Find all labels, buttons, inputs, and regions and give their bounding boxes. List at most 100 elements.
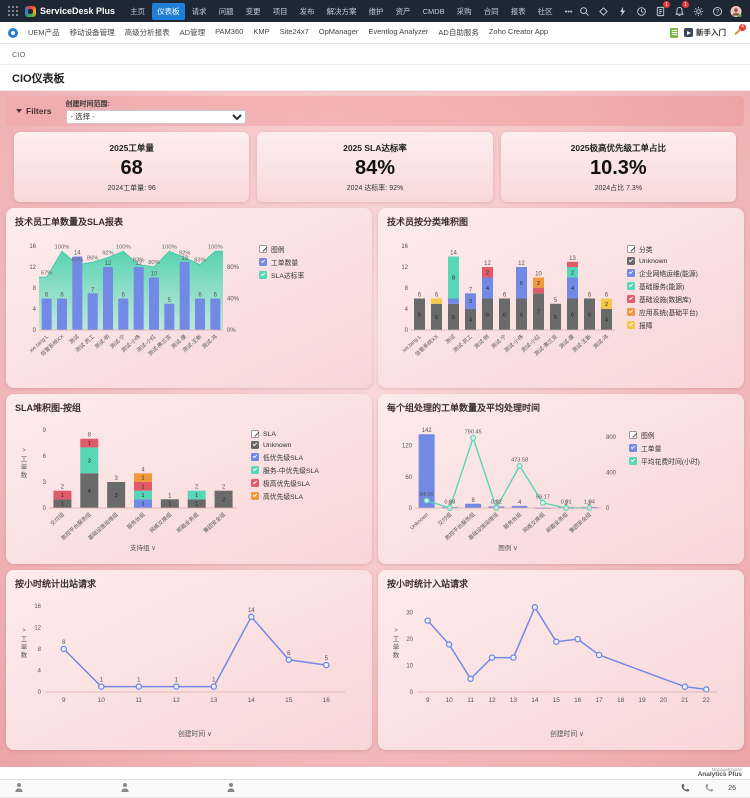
legend-item[interactable]: 基础服务(能源)	[627, 281, 698, 291]
menu-item[interactable]: 维护	[368, 6, 384, 16]
legend-swatch-icon	[627, 295, 635, 303]
user-avatar[interactable]	[730, 5, 742, 17]
menu-item[interactable]: 问题	[218, 6, 234, 16]
legend-item[interactable]: 低优先级SLA	[251, 452, 319, 462]
kpi-value: 68	[120, 156, 143, 179]
svg-text:3: 3	[114, 476, 118, 482]
menu-item[interactable]: 项目	[272, 6, 288, 16]
legend-title[interactable]: 图例	[629, 430, 700, 440]
zia-icon[interactable]	[597, 5, 609, 17]
pencil-icon[interactable]: 4	[732, 23, 746, 38]
menu-item[interactable]: 报表	[510, 6, 526, 16]
getting-started-label: 新手入门	[696, 28, 726, 37]
dock-app-icon[interactable]	[226, 780, 236, 798]
svg-text:13: 13	[569, 256, 576, 262]
legend-item[interactable]: 应用系统(基础平台)	[627, 307, 698, 317]
dock-app-icon[interactable]	[14, 780, 24, 798]
svg-text:交付组: 交付组	[436, 510, 454, 527]
chart-sla-group[interactable]: 1124318331111411112220369交付组数控平台服务组基础设施运…	[15, 416, 251, 554]
dock-shortcuts	[14, 780, 236, 798]
toolbar-tab[interactable]: AD自助服务	[438, 28, 479, 37]
toolbar-tab[interactable]: OpManager	[318, 27, 359, 36]
toolbar-tab[interactable]: Eventlog Analyzer	[368, 27, 429, 36]
search-icon[interactable]	[578, 5, 590, 17]
settings-icon[interactable]	[692, 5, 704, 17]
date-range-select[interactable]: - 选择 -	[65, 109, 246, 124]
toolbar-tab[interactable]: KMP	[253, 27, 270, 36]
svg-text:8: 8	[471, 498, 475, 504]
menu-item[interactable]: 合同	[483, 6, 499, 16]
legend-item[interactable]: 极高优先级SLA	[251, 478, 319, 488]
legend-item[interactable]: 基础设施(数据库)	[627, 294, 698, 304]
svg-text:支持组 ∨: 支持组 ∨	[130, 543, 156, 552]
chart-tech-category[interactable]: 6 6 5 6 5 8 14 4 3 7 6 4 2 12 6 6 6 6 12 7 2 10 5 5 6 4 2 13 6 6 4 2 6 0 4…	[387, 230, 627, 378]
legend-item[interactable]: 平均花费时间(小时)	[629, 456, 700, 466]
legend-item[interactable]: 工单量	[629, 443, 700, 453]
menu-item[interactable]: 社区	[537, 6, 553, 16]
toolbar-tab[interactable]: PAM360	[215, 27, 244, 36]
svg-text:16: 16	[574, 697, 582, 704]
apps-grid-icon[interactable]	[8, 6, 18, 16]
legend-edit-icon	[629, 431, 637, 439]
date-range-label: 创建时间范围:	[65, 100, 110, 108]
panel-group-time: 每个组处理的工单数量及平均处理时间 142283412284.000.08790…	[378, 394, 744, 564]
menu-item[interactable]: 请求	[191, 6, 207, 16]
lightning-icon[interactable]	[616, 5, 628, 17]
notifications-icon[interactable]: 1	[673, 1, 689, 17]
toolbar-tab[interactable]: 移动设备管理	[69, 28, 115, 37]
menu-item[interactable]: 解决方案	[326, 6, 357, 16]
legend-item[interactable]: Unknown	[627, 257, 698, 265]
svg-text:集团安全组: 集团安全组	[567, 510, 593, 534]
toolbar-tab[interactable]: AD管理	[179, 28, 206, 37]
legend-title[interactable]: 图例	[259, 244, 304, 254]
toolbar-tab[interactable]: 高级分析报表	[124, 28, 170, 37]
toolbar-tab[interactable]: Site24x7	[279, 27, 309, 36]
legend-title[interactable]: 分类	[627, 244, 698, 254]
legend-item[interactable]: 服务-中优先级SLA	[251, 465, 319, 475]
chart-inbound[interactable]: 0 10 20 30 9 10 11 12 13 14 15 16 17 18 19 20 21 22 > 工单数创建…	[387, 592, 727, 740]
svg-text:9: 9	[43, 428, 47, 434]
legend-item[interactable]: 企业网络运维(能源)	[627, 268, 698, 278]
legend-item[interactable]: SLA达标率	[259, 270, 304, 280]
menu-item[interactable]: 采购	[456, 6, 472, 16]
history-icon[interactable]	[635, 5, 647, 17]
menu-item[interactable]: •••	[564, 6, 573, 16]
svg-text:1: 1	[137, 678, 141, 684]
help-icon[interactable]: ?	[711, 5, 723, 17]
filters-toggle[interactable]: Filters	[16, 106, 52, 116]
legend-swatch-icon	[627, 269, 635, 277]
dock-app-icon[interactable]	[120, 780, 130, 798]
legend-item[interactable]: 高优先级SLA	[251, 491, 319, 501]
menu-item[interactable]: CMDB	[422, 6, 445, 16]
phone-call-icon[interactable]	[680, 783, 690, 795]
menu-item[interactable]: 发布	[299, 6, 315, 16]
svg-text:10: 10	[406, 664, 413, 670]
menu-item[interactable]: 主页	[130, 6, 146, 16]
breadcrumb[interactable]: CIO	[0, 44, 750, 65]
menu-item[interactable]: 仪表板	[152, 2, 185, 20]
toolbar-lead-icon[interactable]	[8, 27, 18, 38]
legend-item[interactable]: Unknown	[251, 441, 319, 449]
toolbar-tab[interactable]: UEM产品	[28, 28, 60, 37]
svg-text:8: 8	[33, 286, 37, 292]
legend-title[interactable]: SLA	[251, 430, 319, 438]
phone-icon[interactable]	[704, 783, 714, 795]
chart-legend: SLA Unknown 低优先级SLA 服务-中优先级SLA 极高优先级SLA 高优先级S…	[251, 430, 319, 501]
svg-text:6: 6	[605, 293, 609, 299]
svg-text:图例 ∨: 图例 ∨	[498, 543, 518, 552]
svg-text:3: 3	[495, 500, 499, 506]
legend-item[interactable]: 报障	[627, 320, 698, 330]
menu-item[interactable]: 资产	[395, 6, 411, 16]
notes-icon[interactable]	[670, 27, 678, 38]
play-icon	[684, 28, 693, 37]
svg-text:2: 2	[448, 501, 452, 507]
toolbar-tab[interactable]: Zoho Creator App	[488, 27, 549, 36]
legend-item[interactable]: 工单数量	[259, 257, 304, 267]
servicedesk-logo-icon	[25, 5, 36, 17]
menu-item[interactable]: 变更	[245, 6, 261, 16]
chart-group-time[interactable]: 142283412284.000.08790.450.02473.5859.17…	[387, 416, 629, 554]
getting-started-button[interactable]: 新手入门	[684, 27, 726, 38]
approvals-icon[interactable]: 1	[654, 1, 670, 17]
